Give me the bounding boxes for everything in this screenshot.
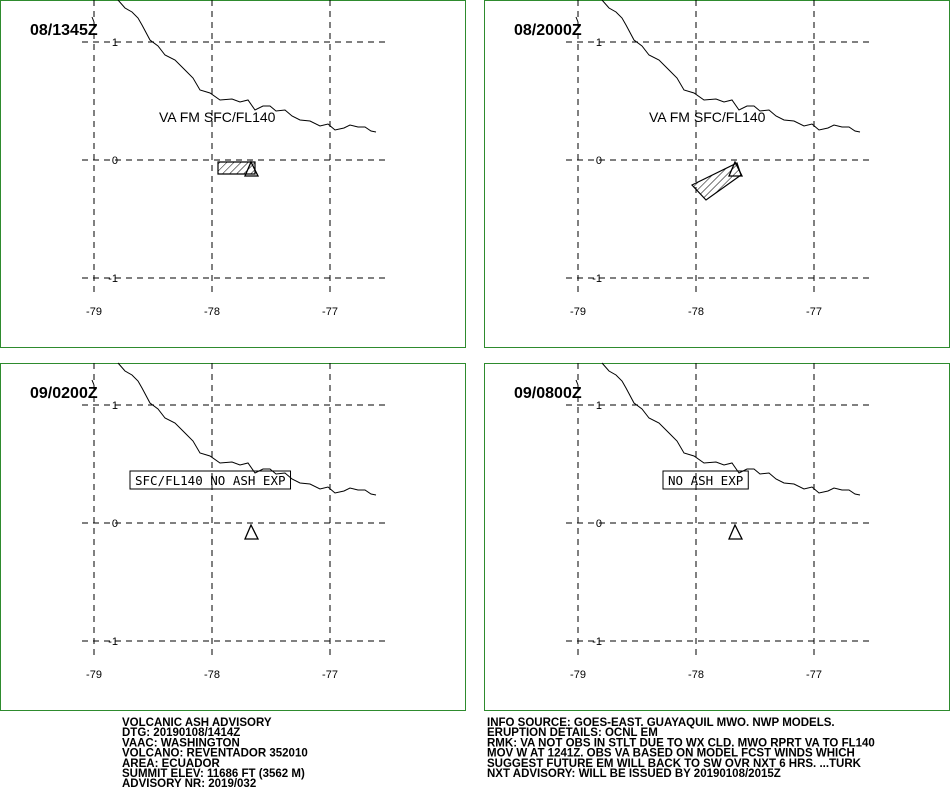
ash-label: SFC/FL140 NO ASH EXP: [135, 473, 286, 488]
coast-tick: [575, 16, 579, 23]
advisory-line: DTG: 20190108/1414Z: [122, 727, 240, 739]
valid-time: 09/0200Z: [30, 385, 98, 402]
lat-label: 0: [112, 155, 118, 167]
map-panel: 1 0 -1 -79 -78 -77 08/2000Z VA FM SFC/FL140: [484, 0, 950, 348]
valid-time: 09/0800Z: [514, 385, 582, 402]
advisory-line: VAAC: WASHINGTON: [122, 737, 240, 749]
coast-tick: [91, 379, 95, 386]
lon-label: -78: [204, 306, 220, 318]
lon-label: -77: [322, 669, 338, 681]
coast-tick: [91, 16, 95, 23]
lon-label: -77: [806, 669, 822, 681]
label-box: [129, 470, 292, 490]
map-panel: 1 0 -1 -79 -78 -77 08/1345Z VA FM SFC/FL140: [0, 0, 466, 348]
ash-label: VA FM SFC/FL140: [159, 109, 276, 125]
advisory-line: INFO SOURCE: GOES-EAST. GUAYAQUIL MWO. N…: [487, 717, 835, 729]
panel-border: [484, 363, 950, 711]
lat-label: -1: [592, 273, 602, 285]
advisory-line: NXT ADVISORY: WILL BE ISSUED BY 20190108…: [487, 768, 781, 780]
coast-tick: [575, 379, 579, 386]
map-panel: 1 0 -1 -79 -78 -77 09/0200Z SFC/FL140 NO ASH EX…: [0, 362, 466, 711]
lon-label: -78: [204, 669, 220, 681]
lat-label: 1: [112, 37, 118, 49]
lon-label: -79: [570, 306, 586, 318]
advisory-line: RMK: VA NOT OBS IN STLT DUE TO WX CLD. M…: [487, 737, 875, 749]
lat-label: -1: [592, 636, 602, 648]
advisory-line: SUMMIT ELEV: 11686 FT (3562 M): [122, 768, 305, 780]
volcano: [728, 160, 744, 177]
lat-label: 0: [596, 518, 602, 530]
lat-label: 1: [112, 400, 118, 412]
advisory-line: VOLCANO: REVENTADOR 352010: [122, 748, 308, 760]
ash-area: [691, 162, 742, 201]
lat-label: 0: [112, 518, 118, 530]
lon-label: -79: [570, 669, 586, 681]
label-box: [662, 470, 749, 490]
volcano: [244, 523, 260, 540]
advisory-line: SUGGEST FUTURE EM WILL BACK TO SW OVR NX…: [487, 758, 862, 770]
lon-label: -78: [688, 306, 704, 318]
advisory-line: MOV W AT 1241Z. OBS VA BASED ON MODEL FC…: [487, 748, 855, 760]
volcano: [728, 523, 744, 540]
map-panel: 1 0 -1 -79 -78 -77 09/0800Z NO ASH EXP: [484, 362, 950, 711]
volcano: [244, 160, 260, 177]
panel-border: [0, 363, 466, 711]
advisory-line: ADVISORY NR: 2019/032: [122, 778, 256, 790]
panel-border: [0, 0, 466, 348]
lon-label: -79: [86, 306, 102, 318]
lon-label: -78: [688, 669, 704, 681]
lat-label: 1: [596, 37, 602, 49]
lat-label: -1: [108, 636, 118, 648]
valid-time: 08/2000Z: [514, 22, 582, 39]
advisory-line: ERUPTION DETAILS: OCNL EM: [487, 727, 658, 739]
ash-label: VA FM SFC/FL140: [649, 109, 766, 125]
ash-area: [217, 161, 256, 175]
advisory-line: VOLCANIC ASH ADVISORY: [122, 717, 272, 729]
ash-label: NO ASH EXP: [668, 473, 743, 488]
advisory-line: AREA: ECUADOR: [122, 758, 220, 770]
lat-label: 0: [596, 155, 602, 167]
lon-label: -79: [86, 669, 102, 681]
lon-label: -77: [322, 306, 338, 318]
lat-label: 1: [596, 400, 602, 412]
lat-label: -1: [108, 273, 118, 285]
valid-time: 08/1345Z: [30, 22, 98, 39]
lon-label: -77: [806, 306, 822, 318]
